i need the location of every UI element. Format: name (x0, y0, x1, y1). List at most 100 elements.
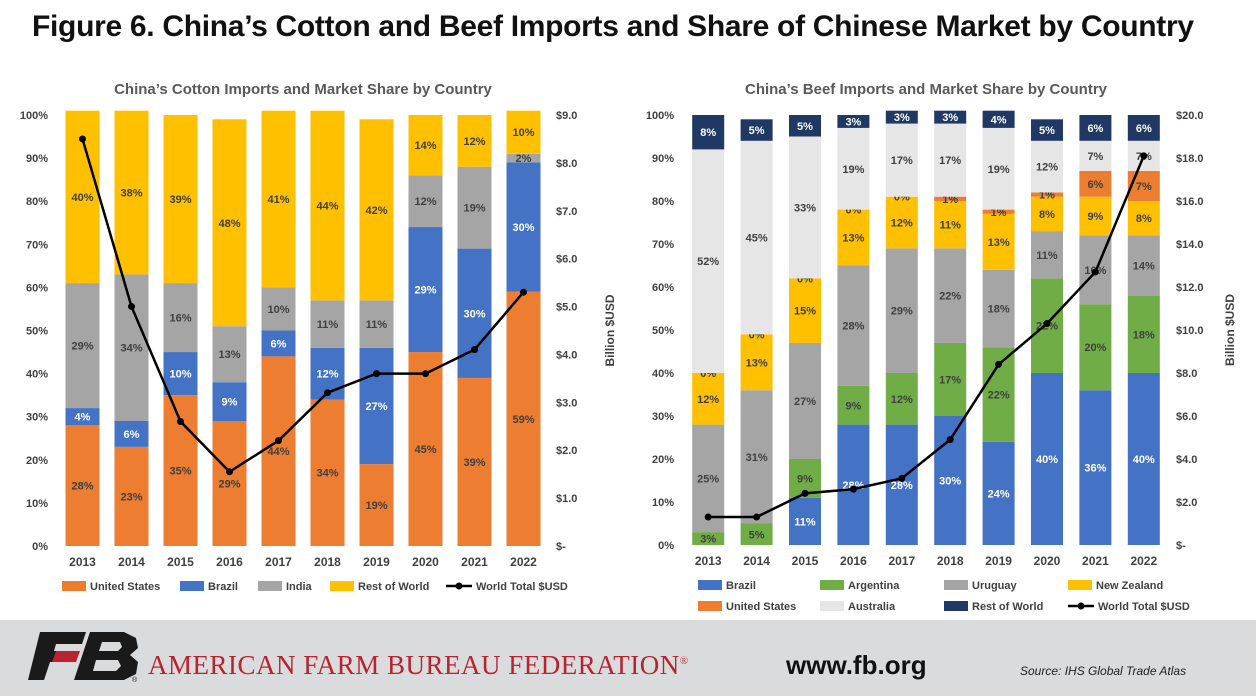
cotton-x-tick-label: 2019 (363, 555, 390, 569)
beef-bar-segment (1031, 140, 1063, 193)
beef-bar-segment (982, 269, 1015, 348)
cotton-total-point (177, 417, 184, 425)
beef-y2-tick-label: $16.0 (1176, 196, 1204, 208)
cotton-bar-segment (457, 115, 492, 167)
beef-y-tick-label: 20% (652, 454, 674, 466)
beef-data-label: 5% (797, 121, 813, 133)
beef-bar-segment (982, 127, 1015, 210)
cotton-data-label: 12% (463, 136, 485, 148)
cotton-chart: China’s Cotton Imports and Market Share … (20, 81, 617, 593)
beef-x-tick-label: 2018 (937, 554, 964, 568)
beef-data-label: 3% (845, 116, 861, 128)
beef-data-label: 27% (794, 396, 816, 408)
beef-legend-swatch (698, 601, 722, 611)
beef-data-label: 20% (1084, 342, 1106, 354)
cotton-data-label: 4% (75, 412, 91, 424)
beef-bar-segment (1079, 304, 1112, 391)
cotton-data-label: 19% (463, 203, 485, 215)
cotton-data-label: 35% (169, 466, 191, 478)
cotton-x-tick-label: 2018 (314, 555, 341, 569)
cotton-bar-segment (408, 227, 443, 353)
cotton-y2-tick-label: $8.0 (556, 158, 577, 170)
figure-title: Figure 6. China’s Cotton and Beef Import… (32, 10, 1194, 43)
beef-legend-swatch (698, 580, 722, 590)
beef-data-label: 12% (1036, 162, 1058, 174)
cotton-bar-segment (114, 110, 149, 275)
beef-x-tick-label: 2021 (1082, 554, 1109, 568)
beef-bar-segment (740, 119, 773, 141)
cotton-bar-segment (261, 330, 296, 357)
beef-x-tick-label: 2014 (743, 554, 770, 568)
beef-bar-segment (1079, 390, 1112, 545)
cotton-bar-segment (212, 326, 247, 383)
organization-name-text: AMERICAN FARM BUREAU FEDERATION (148, 650, 680, 680)
beef-bar-segment (837, 127, 870, 210)
beef-y2-tick-label: $6.0 (1176, 411, 1197, 423)
cotton-data-label: 29% (218, 479, 240, 491)
beef-legend-swatch (944, 601, 968, 611)
beef-data-label: 25% (697, 473, 719, 485)
beef-data-label: 17% (939, 374, 961, 386)
beef-data-label: 1% (1039, 190, 1055, 202)
cotton-y-tick-label: 50% (26, 326, 48, 338)
cotton-y-tick-label: 90% (26, 153, 48, 165)
svg-text:®: ® (132, 676, 138, 684)
beef-bar-segment (837, 385, 870, 425)
cotton-bar-segment (310, 399, 345, 546)
beef-bar-segment (1079, 170, 1112, 197)
beef-data-label: 1% (942, 194, 958, 206)
beef-bar-segment (1079, 140, 1112, 171)
beef-y2-tick-label: $4.0 (1176, 454, 1197, 466)
beef-data-label: 17% (939, 155, 961, 167)
cotton-bar-segment (261, 110, 296, 288)
beef-total-point (1043, 320, 1051, 328)
beef-data-label: 45% (746, 233, 768, 245)
cotton-bar-segment (65, 425, 100, 546)
beef-bar-segment (1031, 119, 1063, 141)
beef-data-label: 6% (1087, 179, 1103, 191)
cotton-bar-segment (65, 408, 100, 426)
beef-data-label: 36% (1084, 463, 1106, 475)
beef-data-label: 12% (891, 218, 913, 230)
cotton-data-label: 44% (267, 446, 289, 458)
beef-bar-segment (1127, 373, 1160, 545)
footer-bar: ® AMERICAN FARM BUREAU FEDERATION® www.f… (0, 620, 1256, 696)
beef-y-tick-label: 60% (652, 282, 674, 294)
beef-legend-label: Argentina (848, 580, 900, 592)
beef-data-label: 12% (697, 394, 719, 406)
cotton-bar-segment (310, 110, 345, 301)
cotton-data-label: 59% (512, 414, 534, 426)
beef-total-point (849, 485, 857, 493)
beef-bar-segment (1127, 201, 1160, 236)
beef-bar-segment (1127, 235, 1160, 296)
beef-y2-tick-label: $14.0 (1176, 239, 1204, 251)
beef-y2-tick-label: $18.0 (1176, 153, 1204, 165)
cotton-data-label: 12% (414, 196, 436, 208)
beef-data-label: 1% (991, 207, 1007, 219)
beef-x-tick-label: 2016 (840, 554, 867, 568)
beef-data-label: 5% (749, 529, 765, 541)
beef-bar-segment (692, 149, 725, 373)
cotton-x-tick-label: 2013 (69, 555, 96, 569)
beef-bar-segment (740, 140, 773, 335)
beef-bar-segment (982, 213, 1015, 270)
beef-bar-segment (692, 532, 725, 545)
cotton-bar-segment (163, 115, 198, 284)
beef-legend-label: New Zealand (1096, 580, 1163, 592)
beef-data-label: 13% (842, 233, 864, 245)
beef-bar-segment (837, 115, 870, 128)
cotton-bar-segment (359, 464, 394, 546)
cotton-bar-segment (506, 153, 541, 163)
beef-y-tick-label: 50% (652, 325, 674, 337)
cotton-data-label: 38% (120, 188, 142, 200)
beef-data-label: 11% (939, 220, 961, 232)
source-note: Source: IHS Global Trade Atlas (1020, 664, 1187, 678)
beef-total-point (995, 360, 1003, 368)
cotton-x-tick-label: 2022 (510, 555, 537, 569)
beef-data-label: 24% (988, 488, 1010, 500)
website-url[interactable]: www.fb.org (786, 650, 927, 680)
beef-bar-segment (692, 115, 725, 150)
cotton-y2-tick-label: $4.0 (556, 349, 577, 361)
beef-bar-segment (885, 110, 918, 124)
cotton-bar-segment (408, 352, 443, 546)
